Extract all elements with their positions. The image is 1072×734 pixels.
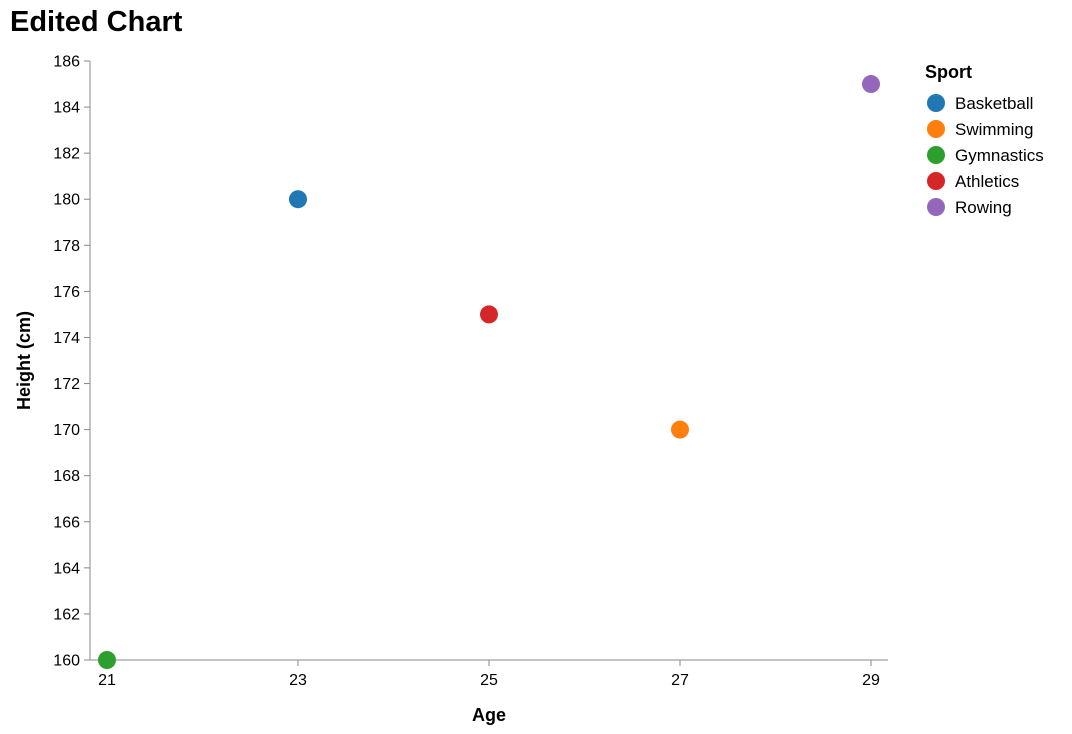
- x-tick-label: 27: [671, 672, 689, 689]
- legend-symbol: [927, 146, 945, 164]
- y-tick-label: 166: [53, 514, 80, 531]
- legend-symbol: [927, 120, 945, 138]
- y-tick-label: 164: [53, 560, 80, 577]
- x-axis-title: Age: [472, 705, 506, 725]
- x-tick-label: 25: [480, 672, 498, 689]
- y-tick-label: 184: [53, 100, 80, 117]
- legend-title: Sport: [925, 62, 972, 82]
- y-axis: 160 162 164 166 168 170 172 174 176 178 180 182 184 1…: [53, 54, 91, 670]
- data-point-athletics: [480, 305, 498, 324]
- x-axis: 21 23 25 27 29: [90, 659, 888, 689]
- x-tick-label: 29: [862, 672, 880, 689]
- legend-item-gymnastics: Gymnastics: [927, 146, 1044, 165]
- legend-label: Athletics: [955, 172, 1019, 191]
- legend: Sport Basketball Swimming Gymnastics Athlet…: [925, 62, 1044, 217]
- legend-item-rowing: Rowing: [927, 198, 1012, 217]
- y-tick-label: 160: [53, 653, 80, 670]
- data-point-swimming: [671, 420, 689, 439]
- x-tick-label: 21: [98, 672, 116, 689]
- legend-item-basketball: Basketball: [927, 94, 1033, 113]
- legend-item-swimming: Swimming: [927, 120, 1033, 139]
- data-point-rowing: [862, 75, 880, 94]
- data-points: [98, 75, 880, 669]
- legend-items: Basketball Swimming Gymnastics Athletics Row…: [927, 94, 1044, 217]
- y-tick-label: 170: [53, 422, 80, 439]
- legend-label: Basketball: [955, 94, 1033, 113]
- legend-symbol: [927, 172, 945, 190]
- legend-label: Gymnastics: [955, 146, 1044, 165]
- y-tick-label: 180: [53, 192, 80, 209]
- y-tick-label: 174: [53, 330, 80, 347]
- y-tick-label: 172: [53, 376, 80, 393]
- legend-symbol: [927, 198, 945, 216]
- y-axis-title: Height (cm): [14, 311, 34, 410]
- y-tick-label: 162: [53, 606, 80, 623]
- legend-label: Rowing: [955, 198, 1012, 217]
- chart-title: Edited Chart: [10, 6, 183, 38]
- y-tick-label: 178: [53, 238, 80, 255]
- y-tick-label: 186: [53, 54, 80, 71]
- legend-symbol: [927, 94, 945, 112]
- data-point-gymnastics: [98, 651, 116, 669]
- legend-item-athletics: Athletics: [927, 172, 1019, 191]
- y-tick-label: 176: [53, 284, 80, 301]
- y-tick-label: 168: [53, 468, 80, 485]
- x-tick-label: 23: [289, 672, 307, 689]
- legend-label: Swimming: [955, 120, 1033, 139]
- y-tick-label: 182: [53, 146, 80, 163]
- data-point-basketball: [289, 190, 307, 209]
